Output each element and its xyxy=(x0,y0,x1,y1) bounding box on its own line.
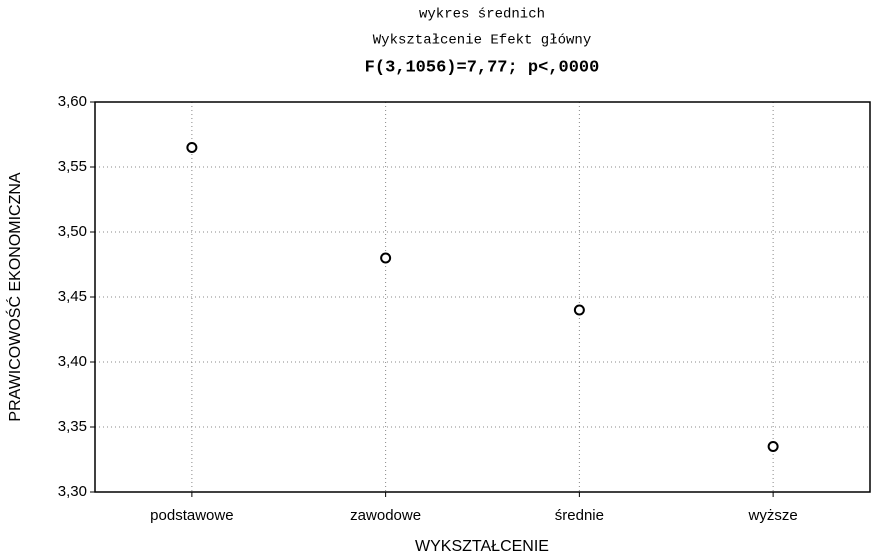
chart-subtitle: Wykształcenie Efekt główny xyxy=(373,33,591,49)
x-tick-label: wyższe xyxy=(748,507,798,524)
x-tick-label: średnie xyxy=(555,507,604,524)
point xyxy=(380,252,392,264)
y-tick-label: 3,55 xyxy=(58,158,87,175)
x-tick-label: zawodowe xyxy=(350,507,421,524)
point xyxy=(767,441,779,452)
y-tick-label: 3,30 xyxy=(58,483,87,500)
y-tick-label: 3,50 xyxy=(58,223,87,240)
y-axis-label: PRAWICOWOŚĆ EKONOMICZNA xyxy=(5,172,24,422)
y-tick-label: 3,45 xyxy=(58,288,87,305)
y-tick-label: 3,35 xyxy=(58,418,87,435)
x-tick-label: podstawowe xyxy=(150,507,233,524)
y-tick-label: 3,40 xyxy=(58,353,87,370)
point xyxy=(573,304,585,316)
plot-frame xyxy=(94,101,871,493)
point xyxy=(186,142,198,153)
chart-annotation: F(3,1056)=7,77; p<,0000 xyxy=(365,58,600,77)
chart-title: wykres średnich xyxy=(419,7,545,23)
x-axis-label: WYKSZTAŁCENIE xyxy=(415,538,549,555)
y-tick-label: 3,60 xyxy=(58,93,87,110)
